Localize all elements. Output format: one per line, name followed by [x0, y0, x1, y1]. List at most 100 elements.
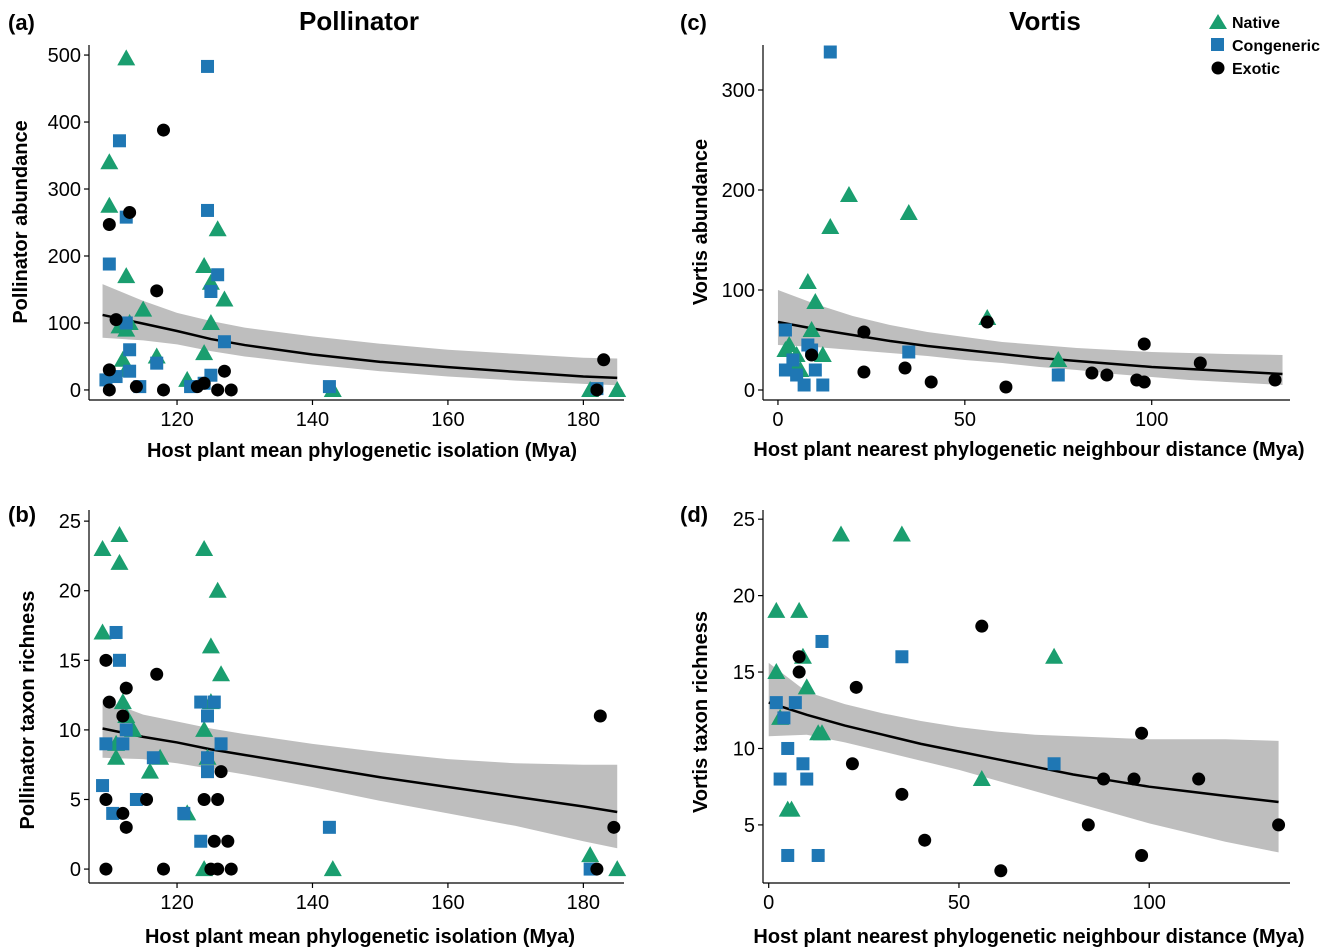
panel-b-letter: (b) — [8, 502, 36, 527]
panel-b-native-point — [140, 762, 159, 779]
panel-b-ytick-label: 5 — [70, 789, 81, 811]
panel-a-exotic-point — [224, 383, 238, 397]
panel-d-exotic-point — [1192, 772, 1206, 786]
panel-b-ytick-label: 25 — [59, 511, 81, 533]
panel-d-xtick-label: 100 — [1133, 892, 1166, 914]
panel-c-congeneric-point — [778, 363, 792, 377]
panel-b-exotic-point — [207, 834, 221, 848]
panel-d-congeneric-point — [781, 848, 795, 862]
panel-c-native-point — [821, 218, 840, 234]
panel-d-plot: 5 10 15 20 25 0 50 100 — [733, 509, 1290, 914]
panel-b-congeneric-point — [146, 751, 160, 765]
panel-b-native-point — [93, 539, 112, 556]
panel-b-congeneric-point — [106, 806, 120, 820]
panel-b-xtick-label: 160 — [431, 892, 464, 914]
panel-d-ytick-label: 25 — [733, 509, 755, 531]
panel-a-congeneric-point — [217, 335, 231, 349]
panel-c-xtick-label: 50 — [954, 409, 976, 431]
panel-d-congeneric-point — [773, 772, 787, 786]
panel-a-native-point — [208, 220, 227, 237]
panel-b-native-point — [323, 860, 342, 877]
legend-item-native: Native — [1209, 14, 1280, 32]
panel-a-title: Pollinator — [299, 6, 419, 36]
panel-c-exotic-point — [898, 361, 912, 375]
panel-d-native-point — [812, 724, 831, 741]
panel-b-xtick-label: 120 — [160, 892, 193, 914]
panel-a-native-point — [195, 344, 214, 361]
panel-b-congeneric-point — [322, 820, 336, 834]
panel-a-ytick-label: 300 — [48, 179, 81, 201]
panel-d-native-point — [832, 525, 851, 542]
panel-c-ytick-label: 0 — [744, 380, 755, 402]
panel-b-congeneric-point — [116, 737, 130, 751]
panel-a-exotic-point — [597, 353, 611, 367]
panel-b-congeneric-point — [201, 709, 215, 723]
panel-d-congeneric-point — [769, 696, 783, 710]
panel-d-congeneric-point — [800, 772, 814, 786]
panel-a-exotic-point — [102, 218, 116, 232]
panel-c-exotic-point — [1137, 375, 1151, 389]
panel-d-congeneric-point — [811, 848, 825, 862]
panel-a-congeneric-point — [322, 380, 336, 394]
panel-b-exotic-point — [99, 792, 113, 806]
panel-b-native-point — [195, 539, 214, 556]
panel-d-congeneric-point — [815, 634, 829, 648]
panel-a-ylabel: Pollinator abundance — [10, 120, 32, 323]
panel-d-exotic-point — [975, 619, 989, 633]
panel-a-confidence-band — [102, 284, 618, 386]
panel-d-exotic-point — [845, 757, 859, 771]
panel-b-exotic-point — [140, 792, 154, 806]
panel-c-exotic-point — [1085, 366, 1099, 380]
panel-c-confidence-band — [777, 290, 1283, 385]
panel-a-plot: 0 100 200 300 400 500 120 140 160 180 — [48, 45, 627, 431]
panel-c-letter: (c) — [680, 10, 707, 35]
panel-d-native-point — [892, 525, 911, 542]
panel-d: (d) 5 10 15 20 25 0 50 100 Host plant nearest p… — [680, 502, 1305, 948]
panel-d-xlabel: Host plant nearest phylogenetic neighbou… — [753, 926, 1304, 948]
panel-a-exotic-point — [150, 284, 164, 298]
panel-a-ytick-label: 500 — [48, 45, 81, 67]
panel-b-native-point — [110, 526, 129, 543]
legend-native-marker — [1209, 14, 1227, 29]
panel-d-ytick-label: 10 — [733, 738, 755, 760]
panel-a-congeneric-point — [123, 343, 137, 357]
panel-b-native-point — [201, 637, 220, 654]
panel-b-plot: 0 5 10 15 20 25 120 140 160 180 — [59, 510, 627, 914]
panel-a-congeneric-point — [204, 284, 218, 298]
panel-d-exotic-point — [792, 650, 806, 664]
panel-b-exotic-point — [211, 862, 225, 876]
panel-d-native-point — [767, 663, 786, 680]
panel-c-congeneric-point — [902, 345, 916, 359]
panel-c-native-point — [806, 293, 825, 309]
panel-d-native-point — [767, 601, 786, 618]
panel-b-exotic-point — [116, 806, 130, 820]
panel-b-ytick-label: 0 — [70, 859, 81, 881]
panel-d-fit-line — [768, 701, 1279, 804]
panel-b-congeneric-point — [214, 737, 228, 751]
panel-b-exotic-point — [590, 862, 604, 876]
panel-a: (a) Pollinator 0 100 200 300 400 500 120 140 160… — [8, 6, 627, 462]
panel-b: (b) 0 5 10 15 20 25 120 140 160 180 Host plant me… — [8, 502, 627, 948]
panel-a-native-point — [117, 49, 136, 66]
panel-c-native-point — [813, 346, 832, 362]
panel-b-exotic-point — [224, 862, 238, 876]
panel-d-congeneric-point — [895, 650, 909, 664]
panel-a-native-point — [134, 300, 153, 317]
panel-b-congeneric-point — [194, 834, 208, 848]
panel-c-ytick-label: 100 — [722, 280, 755, 302]
legend-native-label: Native — [1232, 15, 1280, 32]
panel-d-exotic-point — [849, 680, 863, 694]
panel-a-exotic-point — [197, 376, 211, 390]
panel-c-native-point — [776, 341, 795, 357]
panel-c-congeneric-point — [808, 363, 822, 377]
panel-d-xtick-label: 0 — [763, 892, 774, 914]
panel-a-exotic-point — [123, 205, 137, 219]
panel-d-exotic-point — [1135, 848, 1149, 862]
panel-c-exotic-point — [1100, 368, 1114, 382]
panel-c-congeneric-point — [823, 45, 837, 59]
legend-exotic-label: Exotic — [1232, 61, 1280, 78]
panel-d-exotic-point — [994, 864, 1008, 878]
panel-c-ytick-label: 300 — [722, 80, 755, 102]
legend-exotic-marker — [1211, 61, 1225, 75]
panel-c-congeneric-point — [786, 353, 800, 367]
